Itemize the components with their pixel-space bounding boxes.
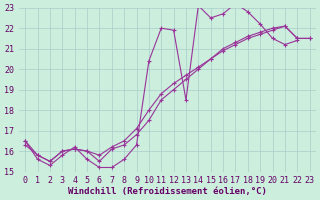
X-axis label: Windchill (Refroidissement éolien,°C): Windchill (Refroidissement éolien,°C): [68, 187, 267, 196]
